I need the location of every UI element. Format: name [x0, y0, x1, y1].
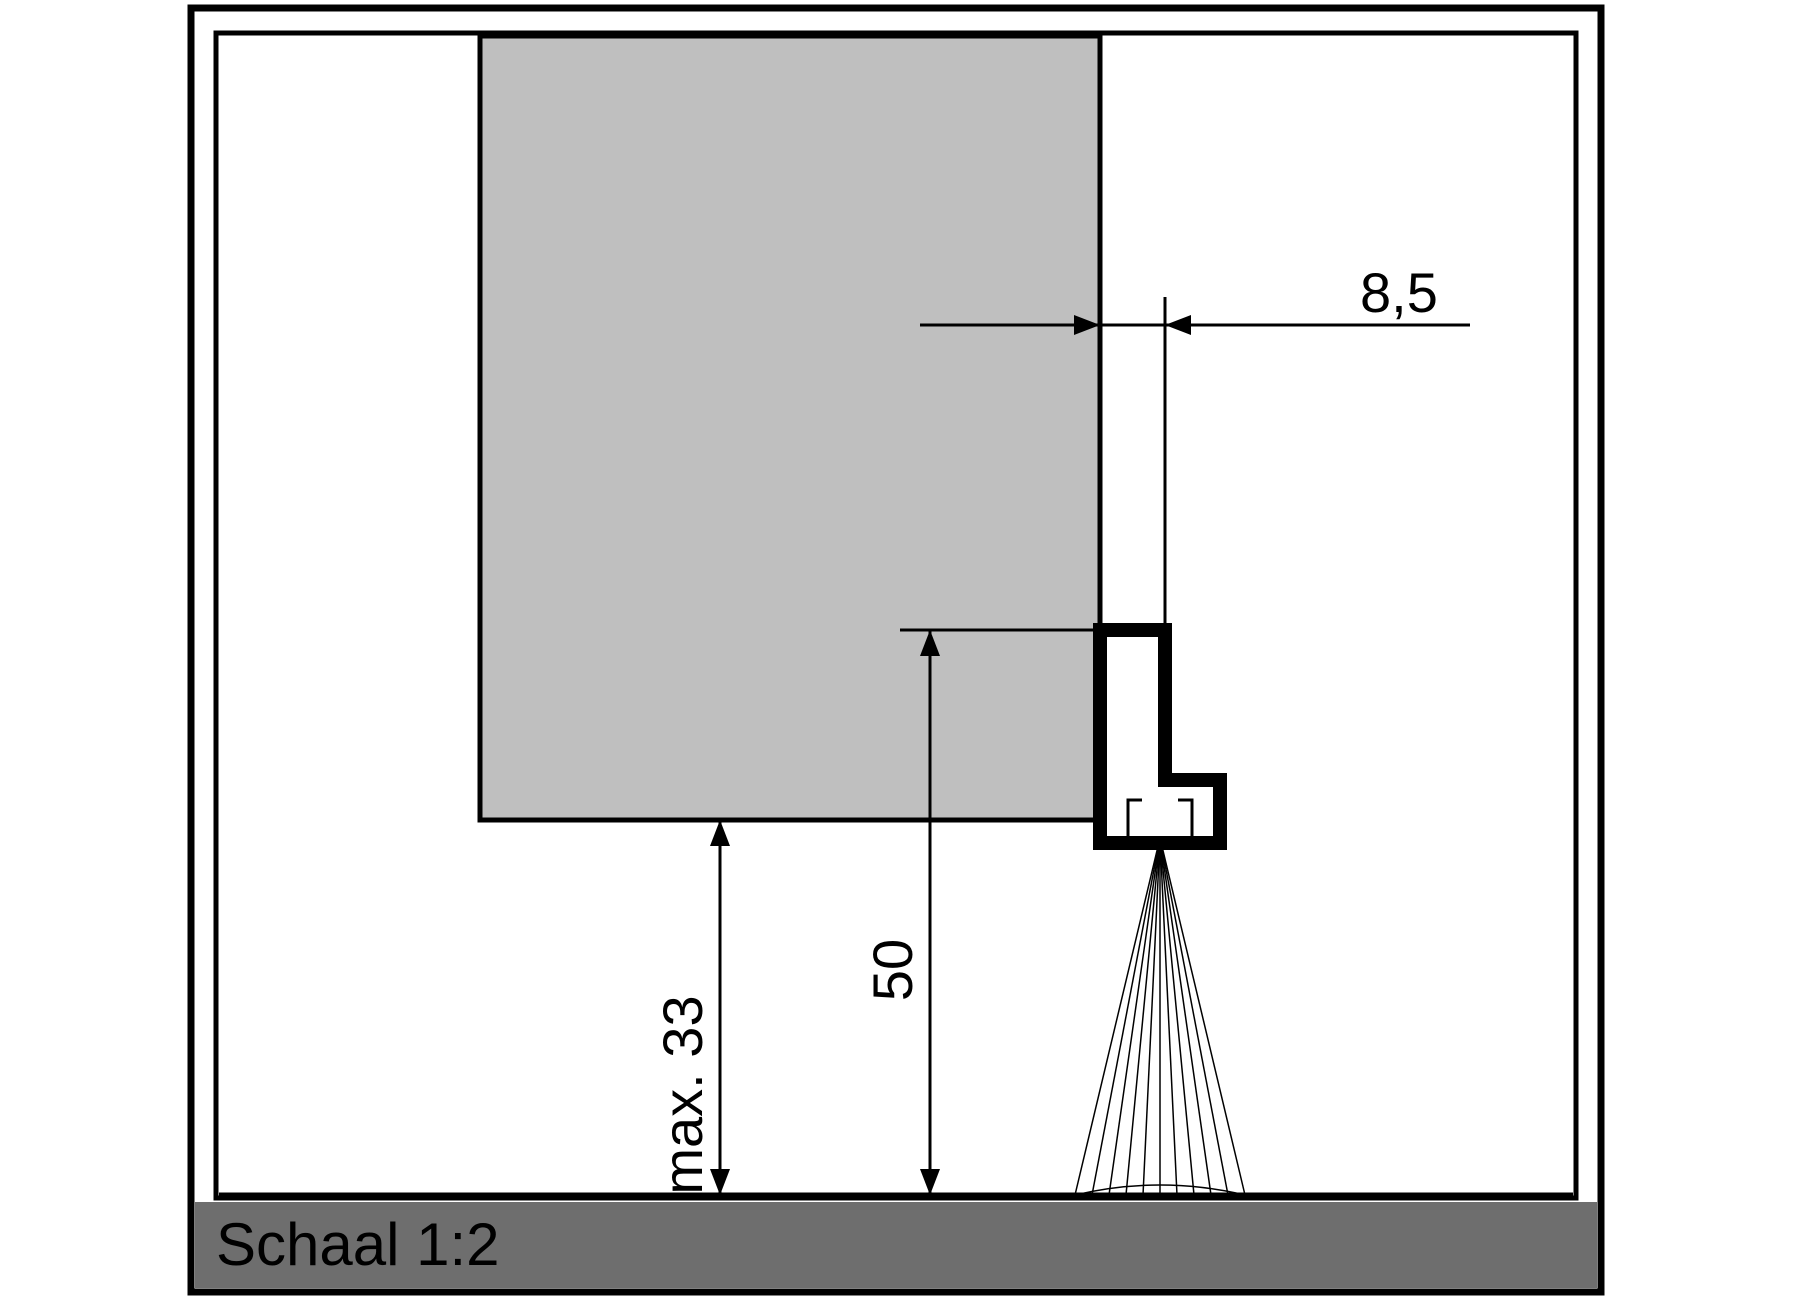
diagram-canvas: Schaal 1:2 8,5 50 max. 33	[0, 0, 1794, 1300]
dimension-label-max33: max. 33	[651, 995, 714, 1194]
technical-drawing-svg: Schaal 1:2 8,5 50 max. 33	[0, 0, 1794, 1300]
brush-profile	[1100, 630, 1220, 843]
scale-label: Schaal 1:2	[216, 1211, 500, 1278]
dimension-height-max33: max. 33	[651, 820, 730, 1195]
door-slab	[480, 36, 1100, 820]
brush-strands	[1075, 838, 1245, 1195]
dimension-label-50: 50	[861, 939, 924, 1001]
dimension-label-8-5: 8,5	[1360, 261, 1438, 324]
